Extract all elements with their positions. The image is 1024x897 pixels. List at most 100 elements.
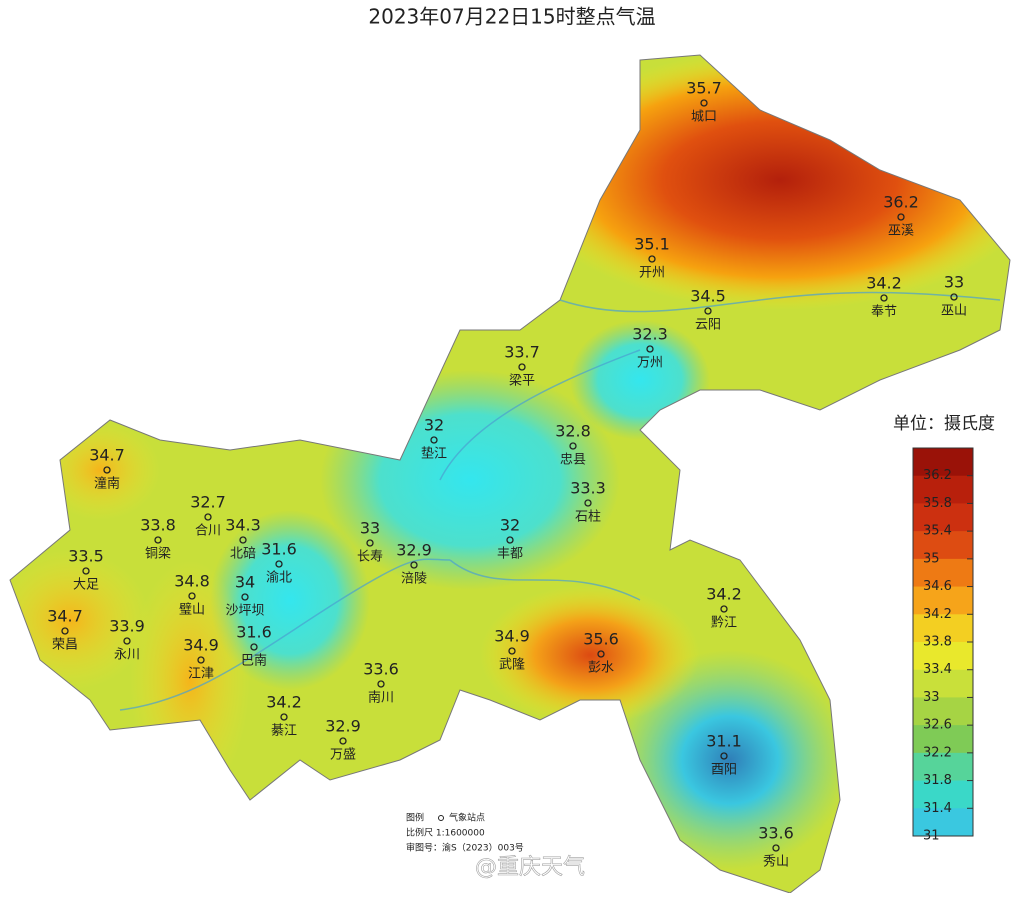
station-name: 荣昌 xyxy=(52,638,78,653)
approval: 审图号：渝S（2023）003号 xyxy=(406,842,524,854)
station-name: 垫江 xyxy=(421,446,447,462)
station-value: 34.2 xyxy=(266,693,302,712)
station-name: 永川 xyxy=(114,648,140,663)
station-marker xyxy=(430,436,438,444)
station-marker xyxy=(518,363,526,371)
station-value: 33.3 xyxy=(570,479,606,498)
station-name: 沙坪坝 xyxy=(225,604,264,619)
station-value: 36.2 xyxy=(883,193,919,212)
station-value: 33.5 xyxy=(68,547,104,566)
station-value: 32.3 xyxy=(632,325,668,344)
station-value: 35.6 xyxy=(583,630,619,649)
boundary xyxy=(9,54,1011,894)
station-value: 31.6 xyxy=(261,540,297,559)
color-swatch xyxy=(913,808,973,837)
station-label: 气象站点 xyxy=(449,812,485,824)
station-name: 奉节 xyxy=(871,305,897,320)
station-name: 巴南 xyxy=(241,653,267,669)
station-value: 35.1 xyxy=(634,235,670,254)
station-name: 开州 xyxy=(639,266,665,281)
station-name: 綦江 xyxy=(271,724,297,739)
station-value: 33.8 xyxy=(140,516,176,535)
station-name: 万州 xyxy=(637,356,663,371)
notes: 图例 气象站点 比例尺 1:1600000 审图号：渝S（2023）003号 xyxy=(406,812,524,854)
station-value: 33.6 xyxy=(363,660,399,679)
color-swatch xyxy=(913,475,973,504)
station-name: 南川 xyxy=(368,690,394,706)
stations: 35.7 城口 36.2 巫溪 35.1 开州 34.5 云阳 34.2 奉节 33 巫山 32.3 万州… xyxy=(47,79,967,870)
station-marker xyxy=(239,536,247,544)
station-name: 武隆 xyxy=(499,658,525,673)
scale: 比例尺 1:1600000 xyxy=(406,827,485,839)
station-value: 31.6 xyxy=(236,623,272,642)
station-marker xyxy=(339,737,347,745)
station-value: 33.6 xyxy=(758,824,794,843)
station-marker xyxy=(508,647,516,655)
legend-tick-label: 35 xyxy=(923,551,940,566)
station-marker xyxy=(569,442,577,450)
station-name: 璧山 xyxy=(179,602,205,618)
station-value: 32.9 xyxy=(396,541,432,560)
watermark: @重庆天气 xyxy=(475,855,585,880)
station-marker xyxy=(880,294,888,302)
station-marker xyxy=(123,637,131,645)
station-value: 34 xyxy=(235,573,255,592)
station-marker xyxy=(280,713,288,721)
station-name: 梁平 xyxy=(509,374,535,389)
station-marker xyxy=(377,680,385,688)
station-name: 黔江 xyxy=(711,616,737,631)
station-marker xyxy=(154,536,162,544)
station-value: 33 xyxy=(360,519,380,538)
station-marker xyxy=(188,592,196,600)
station-marker xyxy=(366,539,374,547)
station-marker xyxy=(720,752,728,760)
station-name: 万盛 xyxy=(330,748,356,763)
station-name: 云阳 xyxy=(695,318,721,333)
station-marker xyxy=(103,466,111,474)
legend-tick-label: 31 xyxy=(923,829,940,844)
station-value: 34.3 xyxy=(225,516,261,535)
station-marker xyxy=(275,560,283,568)
color-swatch xyxy=(913,503,973,532)
color-swatch xyxy=(913,697,973,726)
station-marker xyxy=(241,593,249,601)
station-marker xyxy=(648,255,656,263)
station-marker xyxy=(950,293,958,301)
station-marker xyxy=(704,307,712,315)
station-marker xyxy=(204,513,212,521)
legend-tick-label: 34.2 xyxy=(923,607,952,622)
station-value: 33.7 xyxy=(504,343,540,362)
color-swatch xyxy=(913,586,973,615)
legend-tick-label: 33.4 xyxy=(923,662,952,677)
river xyxy=(119,291,1001,711)
legend-tick-label: 34.6 xyxy=(923,579,952,594)
station-value: 32.9 xyxy=(325,717,361,736)
station-value: 34.5 xyxy=(690,287,726,306)
station-value: 31.1 xyxy=(706,732,742,751)
station-name: 丰都 xyxy=(497,547,523,562)
station-marker xyxy=(506,536,514,544)
station-value: 33 xyxy=(944,273,964,292)
legend-tick-label: 33.8 xyxy=(923,635,952,650)
station-value: 34.9 xyxy=(494,627,530,646)
color-swatch xyxy=(913,780,973,809)
station-name: 酉阳 xyxy=(711,763,737,778)
station-value: 32 xyxy=(500,516,520,535)
station-value: 34.2 xyxy=(706,585,742,604)
station-name: 北碚 xyxy=(230,547,256,562)
station-marker xyxy=(197,656,205,664)
legend: 单位：摄氏度 36.2 35.8 35.4 35 34.6 34.2 33.8 33.4 33 3… xyxy=(893,414,995,844)
color-swatch xyxy=(913,669,973,698)
station-value: 34.2 xyxy=(866,274,902,293)
station-value: 32.7 xyxy=(190,493,226,512)
legend-tick-label: 31.8 xyxy=(923,773,952,788)
station-marker xyxy=(646,345,654,353)
station-value: 34.8 xyxy=(174,572,210,591)
station-name: 巫山 xyxy=(941,304,967,319)
station-name: 渝北 xyxy=(266,570,292,586)
station-marker xyxy=(82,567,90,575)
station-value: 32.8 xyxy=(555,422,591,441)
legend-tick-label: 35.4 xyxy=(923,524,952,539)
